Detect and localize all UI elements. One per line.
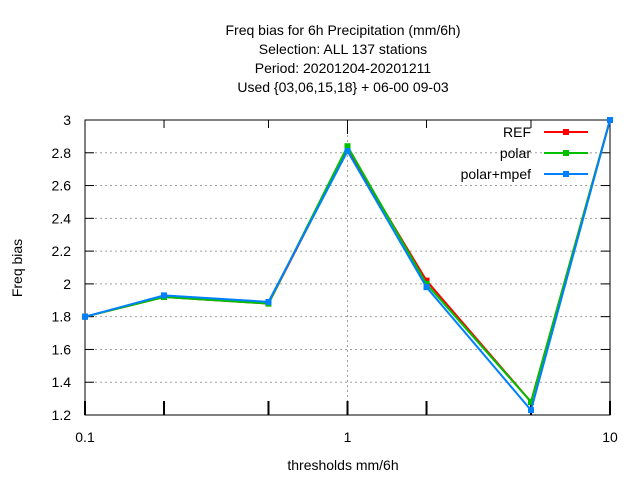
title-line-4: Used {03,06,15,18} + 06-00 09-03: [237, 79, 449, 95]
series-lines: [82, 117, 613, 414]
y-tick-label: 2.4: [52, 210, 72, 226]
y-tick-labels: 1.2 1.4 1.6 1.8 2 2.2 2.4 2.6 2.8 3: [52, 112, 72, 423]
y-tick-label: 2.2: [52, 243, 72, 259]
x-tick-label: 0.1: [75, 429, 95, 445]
x-tick-labels: 0.1 1 10: [75, 429, 618, 445]
legend-swatch-marker: [563, 150, 569, 156]
chart-title: Freq bias for 6h Precipitation (mm/6h) Se…: [226, 22, 461, 95]
legend-label: REF: [503, 124, 531, 140]
legend-swatch-marker: [563, 129, 569, 135]
data-point: [82, 313, 88, 320]
x-tick-label: 1: [344, 429, 352, 445]
data-point: [423, 280, 430, 287]
y-tick-label: 3: [63, 112, 71, 128]
legend-label: polar+mpef: [461, 166, 532, 182]
y-tick-label: 2.6: [52, 178, 72, 194]
data-point: [161, 292, 168, 299]
series-polar-mpef: [82, 117, 613, 414]
data-point: [423, 277, 430, 284]
y-tick-label: 2: [63, 276, 71, 292]
x-tick-label: 10: [602, 429, 618, 445]
y-tick-label: 1.4: [52, 374, 72, 390]
data-point: [344, 143, 351, 150]
data-point: [423, 284, 430, 291]
title-line-3: Period: 20201204-20201211: [255, 60, 432, 76]
legend-swatch-marker: [563, 171, 569, 177]
title-line-1: Freq bias for 6h Precipitation (mm/6h): [226, 22, 461, 38]
data-point: [527, 407, 534, 414]
axis-ticks: [84, 119, 611, 416]
data-point: [607, 117, 613, 123]
grid: [85, 120, 610, 415]
data-point: [527, 398, 534, 405]
legend: REF polar polar+mpef: [461, 124, 588, 182]
data-point: [344, 148, 351, 155]
y-tick-label: 1.6: [52, 341, 72, 357]
title-line-2: Selection: ALL 137 stations: [259, 41, 427, 57]
data-point: [265, 298, 272, 305]
y-axis-label: Freq bias: [9, 239, 25, 297]
y-tick-label: 1.2: [52, 407, 72, 423]
legend-label: polar: [500, 145, 531, 161]
x-axis-label: thresholds mm/6h: [287, 457, 398, 473]
y-tick-label: 1.8: [52, 309, 72, 325]
y-tick-label: 2.8: [52, 145, 72, 161]
